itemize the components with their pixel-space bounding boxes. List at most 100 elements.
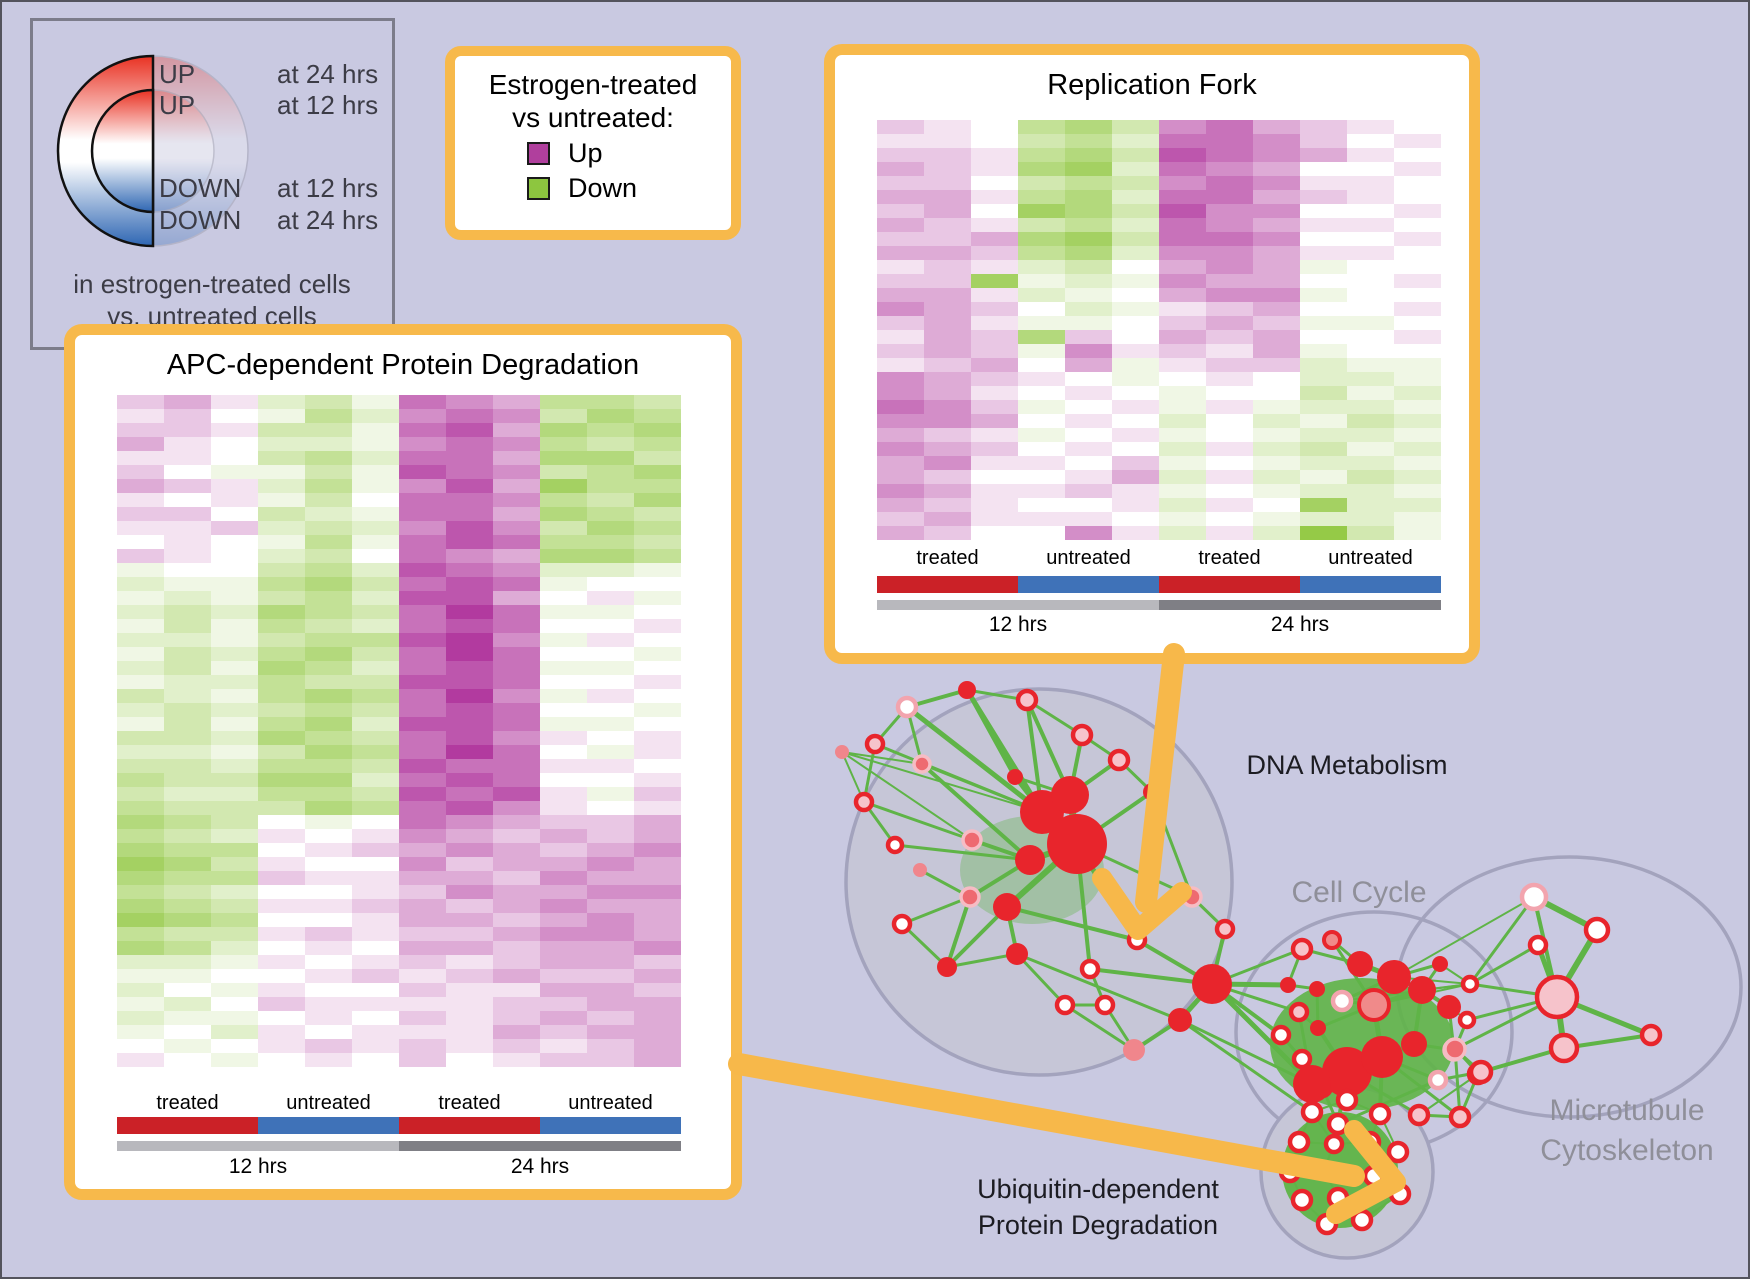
network-edge bbox=[1458, 1072, 1480, 1119]
heatmap-cell bbox=[211, 969, 258, 983]
heatmap-cell bbox=[352, 927, 399, 941]
heatmap-cell bbox=[1394, 274, 1441, 288]
heatmap-cell bbox=[924, 344, 971, 358]
heatmap-cell bbox=[971, 484, 1018, 498]
heatmap-cell bbox=[924, 526, 971, 540]
heatmap-cell bbox=[164, 549, 211, 563]
heatmap-cell bbox=[211, 1025, 258, 1039]
heatmap-cell bbox=[1065, 526, 1112, 540]
heatmap-cell bbox=[1112, 190, 1159, 204]
heatmap-cell bbox=[1206, 400, 1253, 414]
network-node bbox=[913, 863, 927, 877]
network-node bbox=[1270, 1024, 1292, 1046]
heatmap-cell bbox=[258, 759, 305, 773]
network-edge bbox=[1554, 994, 1654, 1038]
heatmap-cell bbox=[1347, 274, 1394, 288]
heatmap-cell bbox=[587, 647, 634, 661]
heatmap-cell bbox=[587, 927, 634, 941]
heatmap-cell bbox=[634, 801, 681, 815]
heatmap-cell bbox=[493, 619, 540, 633]
heatmap-cell bbox=[540, 1011, 587, 1025]
heatmap-cell bbox=[634, 521, 681, 535]
network-edge bbox=[965, 688, 1017, 779]
heatmap-cell bbox=[399, 815, 446, 829]
heatmap-cell bbox=[399, 619, 446, 633]
heatmap-cell bbox=[1300, 498, 1347, 512]
heatmap-cell bbox=[540, 731, 587, 745]
heatmap-cell bbox=[540, 787, 587, 801]
network-edge bbox=[1286, 983, 1319, 991]
network-node bbox=[835, 745, 849, 759]
heatmap-cell bbox=[1018, 190, 1065, 204]
heatmap-cell bbox=[1065, 512, 1112, 526]
network-node bbox=[1107, 748, 1131, 772]
network-node bbox=[1309, 981, 1325, 997]
heatmap-cell bbox=[924, 470, 971, 484]
heatmap-cell bbox=[446, 689, 493, 703]
heatmap-cell bbox=[587, 661, 634, 675]
heatmap-cell bbox=[1253, 218, 1300, 232]
network-edge bbox=[1178, 1018, 1314, 1086]
heatmap-cell bbox=[164, 885, 211, 899]
heatmap-cell bbox=[164, 1053, 211, 1067]
heatmap-cell bbox=[634, 899, 681, 913]
heatmap-cell bbox=[446, 675, 493, 689]
network-edge bbox=[1310, 1082, 1324, 1089]
heatmap-cell bbox=[399, 633, 446, 647]
network-edge bbox=[1297, 1010, 1320, 1030]
heatmap-cell bbox=[305, 969, 352, 983]
heatmap-cell bbox=[211, 885, 258, 899]
heatmap-cell bbox=[446, 1025, 493, 1039]
heatmap-cell bbox=[924, 316, 971, 330]
heatmap-cell bbox=[117, 941, 164, 955]
heatmap-cell bbox=[1206, 246, 1253, 260]
heatmap-cell bbox=[1018, 330, 1065, 344]
network-edge bbox=[1004, 841, 1080, 910]
network-edge bbox=[1315, 987, 1320, 1030]
network-edge bbox=[1554, 927, 1600, 1000]
heatmap-cell bbox=[634, 941, 681, 955]
heatmap-cell bbox=[211, 815, 258, 829]
heatmap-cell bbox=[258, 997, 305, 1011]
heatmap-cell bbox=[211, 787, 258, 801]
network-node bbox=[1054, 994, 1076, 1016]
heatmap-cell bbox=[117, 717, 164, 731]
heatmap-cell bbox=[493, 437, 540, 451]
heatmap-cell bbox=[1347, 442, 1394, 456]
down-color-swatch bbox=[527, 177, 550, 200]
heatmap-cell bbox=[587, 829, 634, 843]
heatmap-cell bbox=[258, 843, 305, 857]
heatmap-cell bbox=[1253, 372, 1300, 386]
time-label: 24 hrs bbox=[510, 1155, 570, 1178]
heatmap-cell bbox=[258, 717, 305, 731]
heatmap-cell bbox=[587, 857, 634, 871]
heatmap-cell bbox=[634, 451, 681, 465]
heatmap-cell bbox=[1394, 288, 1441, 302]
heatmap-cell bbox=[1159, 120, 1206, 134]
heatmap-cell bbox=[1253, 232, 1300, 246]
heatmap-cell bbox=[258, 983, 305, 997]
heatmap-cell bbox=[1394, 316, 1441, 330]
heatmap-cell bbox=[117, 689, 164, 703]
heatmap-cell bbox=[446, 801, 493, 815]
cluster-cell-cycle bbox=[1234, 910, 1514, 1154]
heatmap-cell bbox=[1112, 148, 1159, 162]
network-edge bbox=[1300, 1057, 1324, 1089]
heatmap-cell bbox=[540, 829, 587, 843]
heatmap-cell bbox=[305, 689, 352, 703]
heatmap-cell bbox=[540, 941, 587, 955]
heatmap-cell bbox=[399, 451, 446, 465]
heatmap-cell bbox=[587, 423, 634, 437]
heatmap-cell bbox=[211, 913, 258, 927]
heatmap-cell bbox=[634, 983, 681, 997]
heatmap-cell bbox=[540, 549, 587, 563]
network-edge bbox=[1479, 1046, 1566, 1074]
network-edge bbox=[1210, 982, 1283, 1037]
heatmap-cell bbox=[634, 717, 681, 731]
heatmap-cell bbox=[924, 274, 971, 288]
network-edge bbox=[904, 704, 1045, 815]
network-edge bbox=[1209, 981, 1315, 1087]
heatmap-cell bbox=[1300, 120, 1347, 134]
network-edge bbox=[1535, 942, 1560, 1000]
network-edge bbox=[1298, 1141, 1335, 1145]
